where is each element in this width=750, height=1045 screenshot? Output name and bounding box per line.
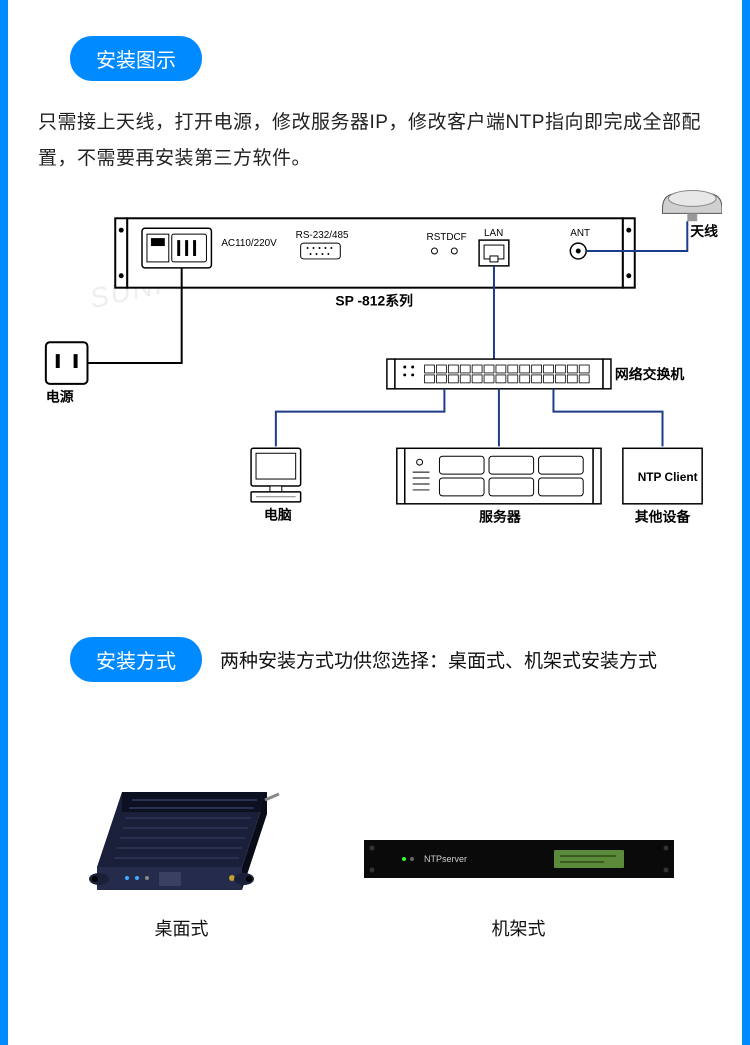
badge-install-method: 安装方式 bbox=[70, 637, 202, 682]
rack-ntpserver-label: NTPserver bbox=[424, 854, 467, 864]
install-method-text: 两种安装方式功供您选择：桌面式、机架式安装方式 bbox=[220, 646, 657, 673]
label-ac: AC110/220V bbox=[221, 238, 277, 249]
label-rs232: RS-232/485 bbox=[296, 230, 349, 241]
server-icon: 服务器 bbox=[397, 448, 601, 524]
wiring-diagram: AC110/220V RS-232/485 RST DCF LAN bbox=[28, 187, 722, 547]
antenna-label: 天线 bbox=[690, 223, 718, 239]
ntp-client-text: NTP Client bbox=[638, 470, 698, 484]
rack-device-icon: NTPserver bbox=[364, 822, 674, 902]
label-ant: ANT bbox=[570, 228, 590, 239]
desktop-device-icon bbox=[77, 752, 287, 902]
model-label: SP -812系列 bbox=[335, 293, 413, 309]
page: 安装图示 只需接上天线，打开电源，修改服务器IP，修改客户端NTP指向即完成全部… bbox=[0, 0, 750, 1045]
label-dcf: DCF bbox=[446, 232, 466, 243]
badge-install-diagram: 安装图示 bbox=[70, 36, 202, 81]
main-device: AC110/220V RS-232/485 RST DCF LAN bbox=[115, 218, 635, 308]
desktop-label: 桌面式 bbox=[77, 915, 287, 941]
power-outlet-icon: 电源 bbox=[46, 342, 88, 404]
label-lan: LAN bbox=[484, 228, 503, 239]
power-label: 电源 bbox=[46, 389, 74, 405]
server-label: 服务器 bbox=[479, 509, 522, 525]
network-switch-icon: 网络交换机 bbox=[387, 359, 685, 389]
other-label: 其他设备 bbox=[635, 509, 692, 525]
product-rack: NTPserver 机架式 bbox=[364, 822, 674, 941]
install-method-row: 安装方式 两种安装方式功供您选择：桌面式、机架式安装方式 bbox=[8, 637, 742, 682]
rack-label: 机架式 bbox=[364, 915, 674, 941]
antenna-icon: 天线 bbox=[663, 191, 722, 240]
label-rst: RST bbox=[427, 232, 447, 243]
computer-label: 电脑 bbox=[264, 507, 292, 523]
ntp-client-icon: NTP Client 其他设备 bbox=[623, 448, 702, 524]
product-row: 桌面式 NTPserver 机架式 bbox=[8, 752, 742, 941]
product-desktop: 桌面式 bbox=[77, 752, 287, 941]
switch-label: 网络交换机 bbox=[615, 366, 685, 382]
description-text: 只需接上天线，打开电源，修改服务器IP，修改客户端NTP指向即完成全部配置，不需… bbox=[38, 105, 712, 177]
computer-icon: 电脑 bbox=[251, 448, 301, 522]
